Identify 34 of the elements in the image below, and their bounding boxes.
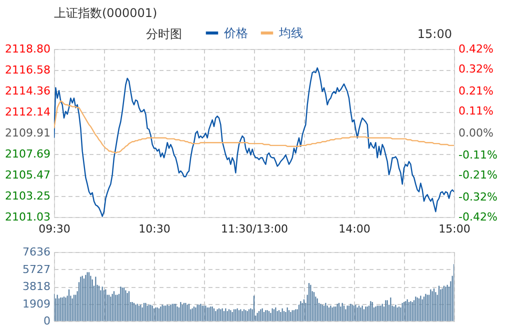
y2-tick-label: 0.32% — [458, 62, 494, 76]
y-tick-label: 2105.47 — [5, 168, 50, 182]
y-tick-label: 2114.36 — [5, 84, 50, 98]
y-tick-label: 0 — [44, 314, 50, 328]
y-tick-label: 1909 — [22, 297, 50, 310]
y-tick-label: 2116.58 — [5, 63, 50, 76]
y2-tick-label: 0.21% — [458, 84, 494, 98]
text: 15:00 — [417, 27, 452, 41]
legend-label: 价格 — [223, 26, 248, 40]
line-series — [54, 100, 454, 154]
y-tick-label: 2109.91 — [5, 126, 50, 140]
y-tick-label: 2118.80 — [5, 42, 50, 56]
y-tick-label: 2103.25 — [5, 190, 50, 203]
y-tick-label: 3818 — [22, 280, 50, 293]
y-tick-label: 2112.14 — [5, 105, 50, 118]
x-tick-label: 15:00 — [438, 222, 470, 236]
y-tick-label: 2107.69 — [5, 148, 50, 161]
y-tick-label: 7636 — [22, 246, 50, 258]
y2-tick-label: -0.21% — [458, 168, 498, 182]
y2-tick-label: -0.32% — [458, 190, 498, 204]
chart-subtitle: 分时图 — [146, 27, 182, 41]
x-tick-label: 10:30 — [138, 222, 170, 236]
x-tick-label: 11:30/13:00 — [220, 222, 288, 236]
x-tick-label: 14:00 — [338, 222, 370, 236]
y2-tick-label: -0.42% — [458, 210, 498, 224]
chart-title: 上证指数(000001) — [54, 6, 158, 20]
y2-tick-label: -0.11% — [458, 148, 498, 162]
y2-tick-label: 0.11% — [458, 104, 494, 118]
y2-tick-label: 0.42% — [458, 42, 494, 56]
legend-label: 均线 — [278, 26, 303, 40]
y-tick-label: 2101.03 — [5, 210, 50, 224]
y2-tick-label: 0.00% — [458, 126, 494, 140]
x-tick-label: 09:30 — [38, 222, 70, 236]
y-tick-label: 5727 — [22, 262, 50, 276]
